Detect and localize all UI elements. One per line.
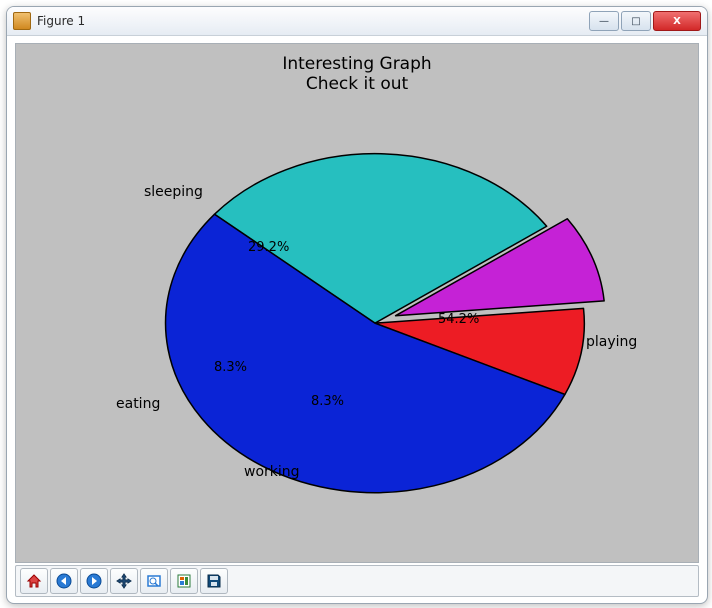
back-button[interactable]: [50, 568, 78, 594]
slice-label-working: working: [244, 464, 300, 480]
slice-pct-working: 8.3%: [311, 394, 344, 409]
save-button[interactable]: [200, 568, 228, 594]
zoom-button[interactable]: [140, 568, 168, 594]
titlebar[interactable]: Figure 1 — □ X: [7, 7, 707, 36]
slice-pct-eating: 8.3%: [214, 360, 247, 375]
slice-pct-playing: 54.2%: [438, 312, 479, 327]
pan-button[interactable]: [110, 568, 138, 594]
window-title: Figure 1: [37, 14, 85, 28]
home-button[interactable]: [20, 568, 48, 594]
app-icon: [13, 12, 31, 30]
slice-label-sleeping: sleeping: [144, 184, 203, 200]
slice-label-eating: eating: [116, 396, 160, 412]
plot-canvas: Interesting Graph Check it out sleeping …: [15, 43, 699, 563]
minimize-button[interactable]: —: [589, 11, 619, 31]
figure-window: Figure 1 — □ X Interesting Graph Check i…: [6, 6, 708, 604]
forward-button[interactable]: [80, 568, 108, 594]
pie-chart: [16, 44, 698, 562]
nav-toolbar: [15, 565, 699, 597]
slice-label-playing: playing: [586, 334, 637, 350]
configure-button[interactable]: [170, 568, 198, 594]
slice-pct-sleeping: 29.2%: [248, 240, 289, 255]
close-button[interactable]: X: [653, 11, 701, 31]
maximize-button[interactable]: □: [621, 11, 651, 31]
